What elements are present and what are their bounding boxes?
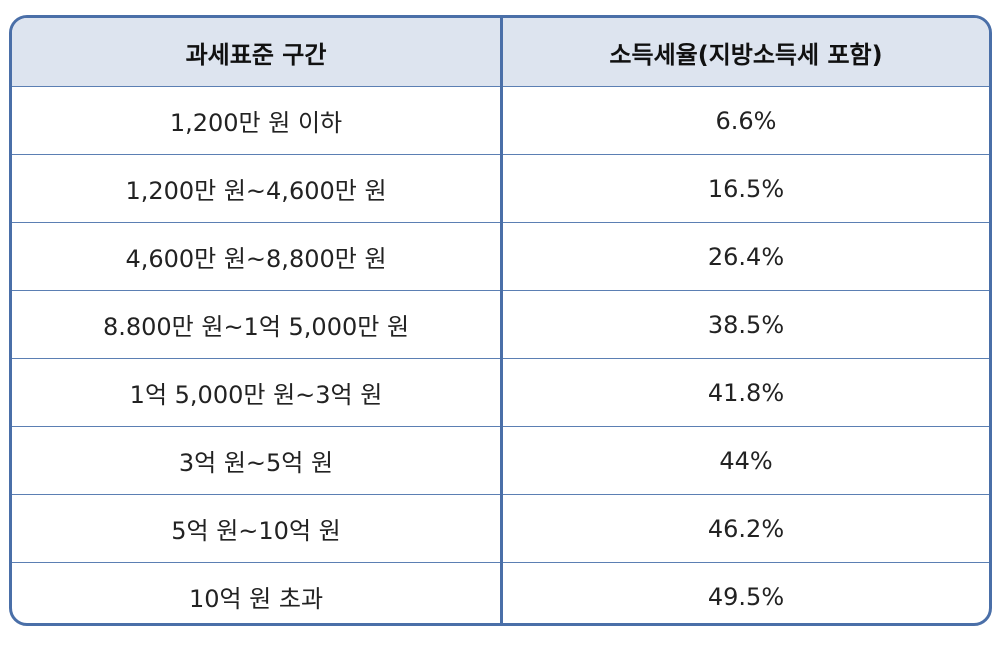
table-row: 4,600만 원~8,800만 원 26.4%: [12, 222, 989, 291]
bracket-cell: 1,200만 원 이하: [12, 86, 503, 155]
rate-cell: 44%: [501, 426, 989, 495]
rate-cell: 26.4%: [501, 222, 989, 291]
table-frame: 과세표준 구간 소득세율(지방소득세 포함) 1,200만 원 이하 6.6% 1,…: [9, 15, 992, 626]
rate-cell: 46.2%: [501, 494, 989, 563]
table-row: 1,200만 원 이하 6.6%: [12, 86, 989, 155]
table-row: 3억 원~5억 원 44%: [12, 426, 989, 495]
bracket-cell: 4,600만 원~8,800만 원: [12, 222, 503, 291]
bracket-cell: 5억 원~10억 원: [12, 494, 503, 563]
table-row: 1억 5,000만 원~3억 원 41.8%: [12, 358, 989, 427]
header-row: 과세표준 구간 소득세율(지방소득세 포함): [12, 18, 989, 87]
bracket-cell: 3억 원~5억 원: [12, 426, 503, 495]
table-row: 10억 원 초과 49.5%: [12, 562, 989, 623]
table-body: 1,200만 원 이하 6.6% 1,200만 원~4,600만 원 16.5% 4,6…: [12, 86, 989, 623]
table-row: 1,200만 원~4,600만 원 16.5%: [12, 154, 989, 223]
rate-cell: 41.8%: [501, 358, 989, 427]
bracket-cell: 8.800만 원~1억 5,000만 원: [12, 290, 503, 359]
rate-cell: 49.5%: [501, 562, 989, 623]
bracket-cell: 1,200만 원~4,600만 원: [12, 154, 503, 223]
header-cell: 소득세율(지방소득세 포함): [501, 18, 989, 87]
rate-cell: 16.5%: [501, 154, 989, 223]
bracket-cell: 10억 원 초과: [12, 562, 503, 623]
header-cell: 과세표준 구간: [12, 18, 503, 87]
table-row: 5억 원~10억 원 46.2%: [12, 494, 989, 563]
rate-cell: 38.5%: [501, 290, 989, 359]
bracket-cell: 1억 5,000만 원~3억 원: [12, 358, 503, 427]
table-header: 과세표준 구간 소득세율(지방소득세 포함): [12, 18, 989, 87]
table-row: 8.800만 원~1억 5,000만 원 38.5%: [12, 290, 989, 359]
tax-table: 과세표준 구간 소득세율(지방소득세 포함) 1,200만 원 이하 6.6% 1,…: [12, 18, 989, 623]
rate-cell: 6.6%: [501, 86, 989, 155]
